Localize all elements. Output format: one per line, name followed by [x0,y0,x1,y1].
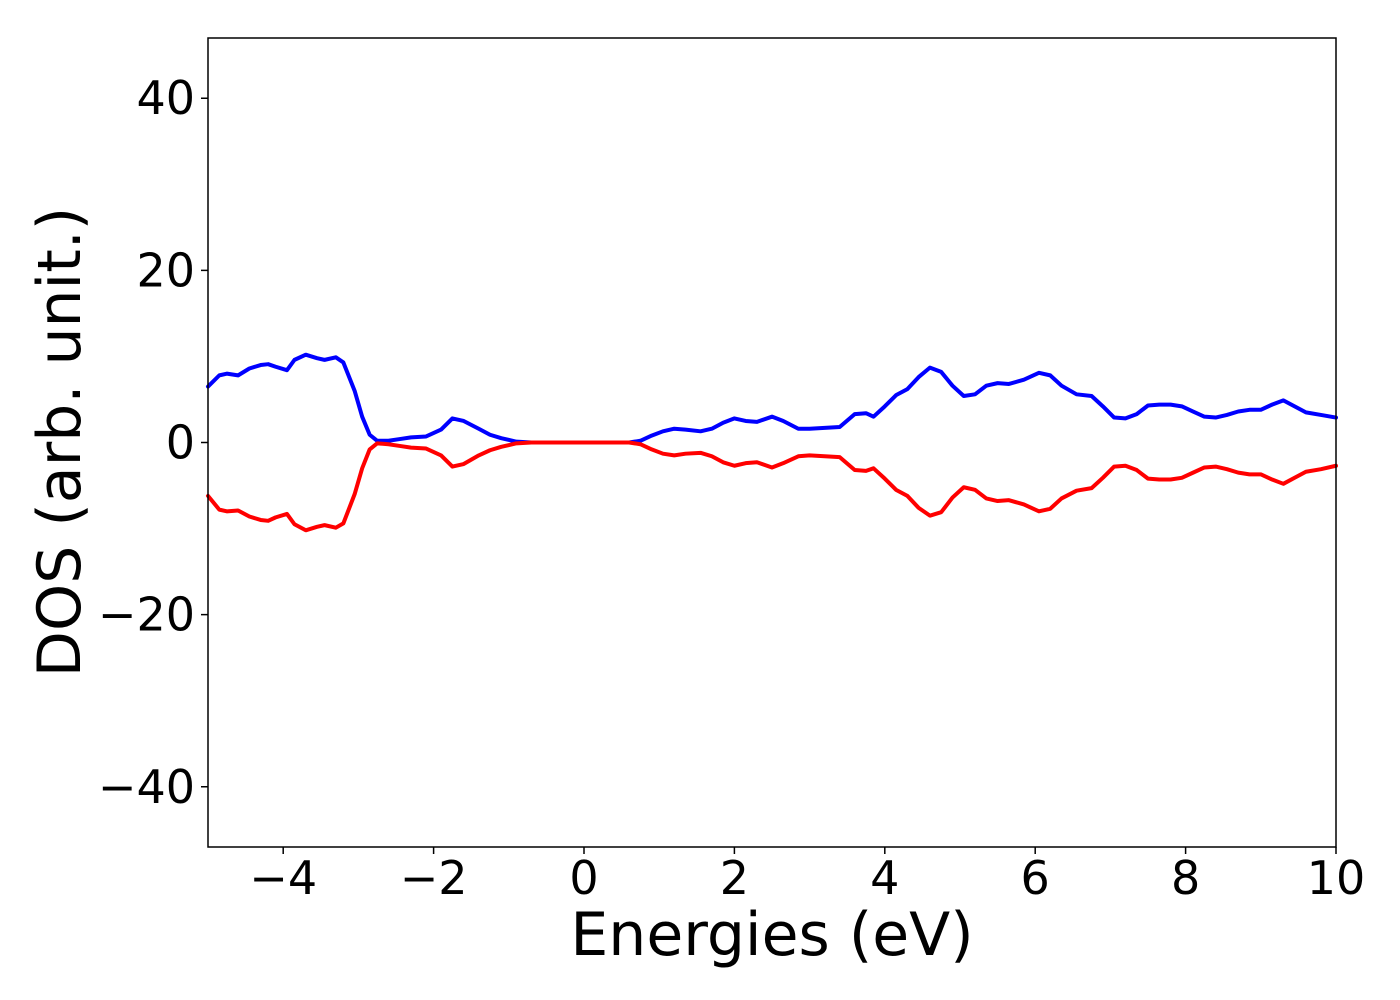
y-tick-label: 40 [136,71,195,125]
x-axis-ticks: −4 −2 0 2 4 6 8 10 [249,847,1365,905]
y-axis-title: DOS (arb. unit.) [25,207,95,677]
y-tick-label: 20 [136,243,195,297]
y-axis-ticks: 40 20 0 −20 −40 [98,71,208,814]
x-tick-label: 10 [1307,851,1366,905]
x-tick-label: 2 [720,851,749,905]
plot-area [208,38,1336,847]
series-layer [206,352,1338,533]
x-tick-label: 6 [1021,851,1050,905]
x-tick-label: 0 [569,851,598,905]
x-axis-title: Energies (eV) [570,900,973,970]
series-line-1 [206,352,1338,445]
y-tick-label: 0 [166,416,195,470]
y-tick-label: −20 [98,588,195,642]
x-tick-label: 4 [870,851,899,905]
x-tick-label: −4 [249,851,317,905]
x-tick-label: −2 [400,851,468,905]
series-line-2 [206,440,1338,533]
x-tick-label: 8 [1171,851,1200,905]
y-tick-label: −40 [98,760,195,814]
